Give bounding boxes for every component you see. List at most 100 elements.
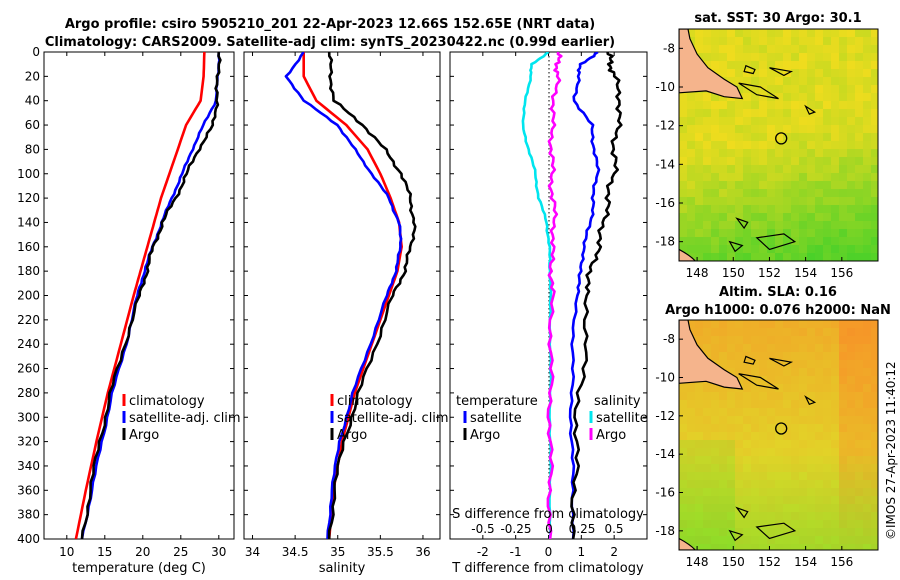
x-tick-label: -1	[510, 545, 522, 559]
map-x-tick-label: 148	[686, 555, 709, 569]
y-tick-label: 120	[17, 191, 40, 205]
map-field	[679, 29, 878, 261]
y-tick-label: 100	[17, 167, 40, 181]
y-tick-label: 60	[25, 118, 40, 132]
map-y-tick-label: -18	[655, 524, 675, 538]
argo-location-marker	[775, 132, 788, 145]
temperature-ticks: 0 20 40 60 80 100 120 140 160 180 200 220 240 260 280 3…	[17, 45, 234, 559]
salinity-lines	[284, 52, 417, 539]
x-tick-label: 20	[135, 545, 150, 559]
legend-label-s-argo: Argo	[596, 428, 626, 443]
x-tick-label: 15	[97, 545, 112, 559]
map-y-tick-label: -14	[655, 157, 675, 171]
island-outline	[735, 506, 749, 519]
sst-map: 148 150 152 154 156 -8 -10 -12 -14 -16 -18	[655, 28, 879, 280]
legend-label-climatology: climatology	[337, 394, 413, 409]
island-outline	[743, 64, 756, 75]
s-difference-label: S difference from climatology	[452, 507, 644, 522]
salinity-legend: climatology satellite-adj. clim Argo	[330, 394, 449, 443]
map-x-tick-label: 154	[794, 266, 817, 280]
map-x-tick-label: 156	[830, 555, 853, 569]
map-x-tick-label: 156	[830, 266, 853, 280]
map-x-tick-label: 148	[686, 266, 709, 280]
x-tick-label: 1	[578, 545, 586, 559]
island-outline	[743, 355, 756, 365]
series-line-t-satellite	[568, 52, 601, 539]
sst-map-title: sat. SST: 30 Argo: 30.1	[694, 11, 861, 26]
sla-map-title: Altim. SLA: 0.16	[719, 285, 837, 300]
sla-map: 148 150 152 154 156 -8 -10 -12 -14 -16 -18	[655, 319, 879, 569]
legend-label-s-satellite: satellite	[596, 411, 648, 426]
x-tick-label: 0	[545, 545, 553, 559]
map-y-tick-label: -10	[655, 371, 675, 385]
map-x-tick-label: 152	[758, 266, 781, 280]
salinity-axes-box	[243, 51, 441, 540]
temperature-lines	[74, 52, 222, 539]
x-tick-label: 2	[610, 545, 618, 559]
y-tick-label: 260	[17, 362, 40, 376]
series-line-argo	[327, 52, 417, 539]
y-tick-label: 140	[17, 215, 40, 229]
t-difference-xlabel: T difference from climatology	[451, 561, 644, 576]
legend-label-argo: Argo	[337, 428, 367, 443]
series-line-s-argo	[546, 52, 563, 539]
y-tick-label: 160	[17, 240, 40, 254]
series-line-climatology	[74, 52, 206, 539]
series-line-s-satellite	[521, 52, 553, 539]
s-diff-tick-label: -0.25	[500, 522, 531, 536]
coast-polygon	[679, 248, 697, 261]
sla-map-subtitle: Argo h1000: 0.076 h2000: NaN	[665, 303, 891, 318]
legend-label-t-argo: Argo	[470, 428, 500, 443]
temperature-legend: climatology satellite-adj. clim Argo	[122, 394, 241, 443]
x-tick-label: 34.5	[282, 545, 309, 559]
map-x-tick-label: 150	[722, 555, 745, 569]
x-tick-label: 25	[173, 545, 188, 559]
y-tick-label: 40	[25, 94, 40, 108]
x-tick-label: -2	[477, 545, 489, 559]
x-tick-label: 35.5	[367, 545, 394, 559]
map-x-tick-label: 150	[722, 266, 745, 280]
series-line-argo	[80, 52, 222, 539]
difference-panel: -2 -1 0 1 2 temperature satellite Argo salin…	[449, 51, 648, 576]
island-outline	[728, 240, 744, 253]
x-tick-label: 34	[245, 545, 260, 559]
y-tick-label: 220	[17, 313, 40, 327]
x-tick-label: 30	[211, 545, 226, 559]
map-y-tick-label: -8	[663, 41, 675, 55]
map-y-tick-label: -16	[655, 196, 675, 210]
y-tick-label: 360	[17, 483, 40, 497]
island-outline	[735, 217, 749, 230]
map-y-tick-label: -10	[655, 80, 675, 94]
y-tick-label: 340	[17, 459, 40, 473]
x-tick-label: 10	[59, 545, 74, 559]
map-y-tick-label: -18	[655, 235, 675, 249]
island-outline	[769, 357, 794, 367]
island-outline	[804, 104, 817, 115]
header-line2: Climatology: CARS2009. Satellite-adj cli…	[45, 35, 615, 50]
salinity-xlabel: salinity	[319, 561, 366, 576]
y-tick-label: 0	[32, 45, 40, 59]
temperature-xlabel: temperature (deg C)	[72, 561, 206, 576]
island-outline	[728, 529, 744, 542]
x-tick-label: 36	[415, 545, 430, 559]
map-y-tick-label: -16	[655, 486, 675, 500]
legend-label-t-satellite: satellite	[470, 411, 522, 426]
timestamp: ©IMOS 27-Apr-2023 11:40:12	[884, 361, 898, 540]
legend-label-satellite: satellite-adj. clim	[337, 411, 449, 426]
map-frame	[678, 319, 879, 551]
s-diff-tick-label: 0.25	[569, 522, 596, 536]
island-outline	[738, 373, 779, 390]
y-tick-label: 380	[17, 508, 40, 522]
land-polygon	[679, 320, 744, 390]
legend-title-temperature: temperature	[456, 394, 538, 409]
island-outline	[738, 82, 779, 100]
map-field	[679, 320, 878, 550]
y-tick-label: 20	[25, 69, 40, 83]
land-polygon	[679, 29, 744, 100]
difference-lines	[521, 52, 623, 539]
series-line-satellite-adj-clim	[284, 52, 403, 539]
y-tick-label: 300	[17, 410, 40, 424]
y-tick-label: 400	[17, 532, 40, 546]
coast-polygon	[679, 537, 697, 550]
y-tick-label: 280	[17, 386, 40, 400]
